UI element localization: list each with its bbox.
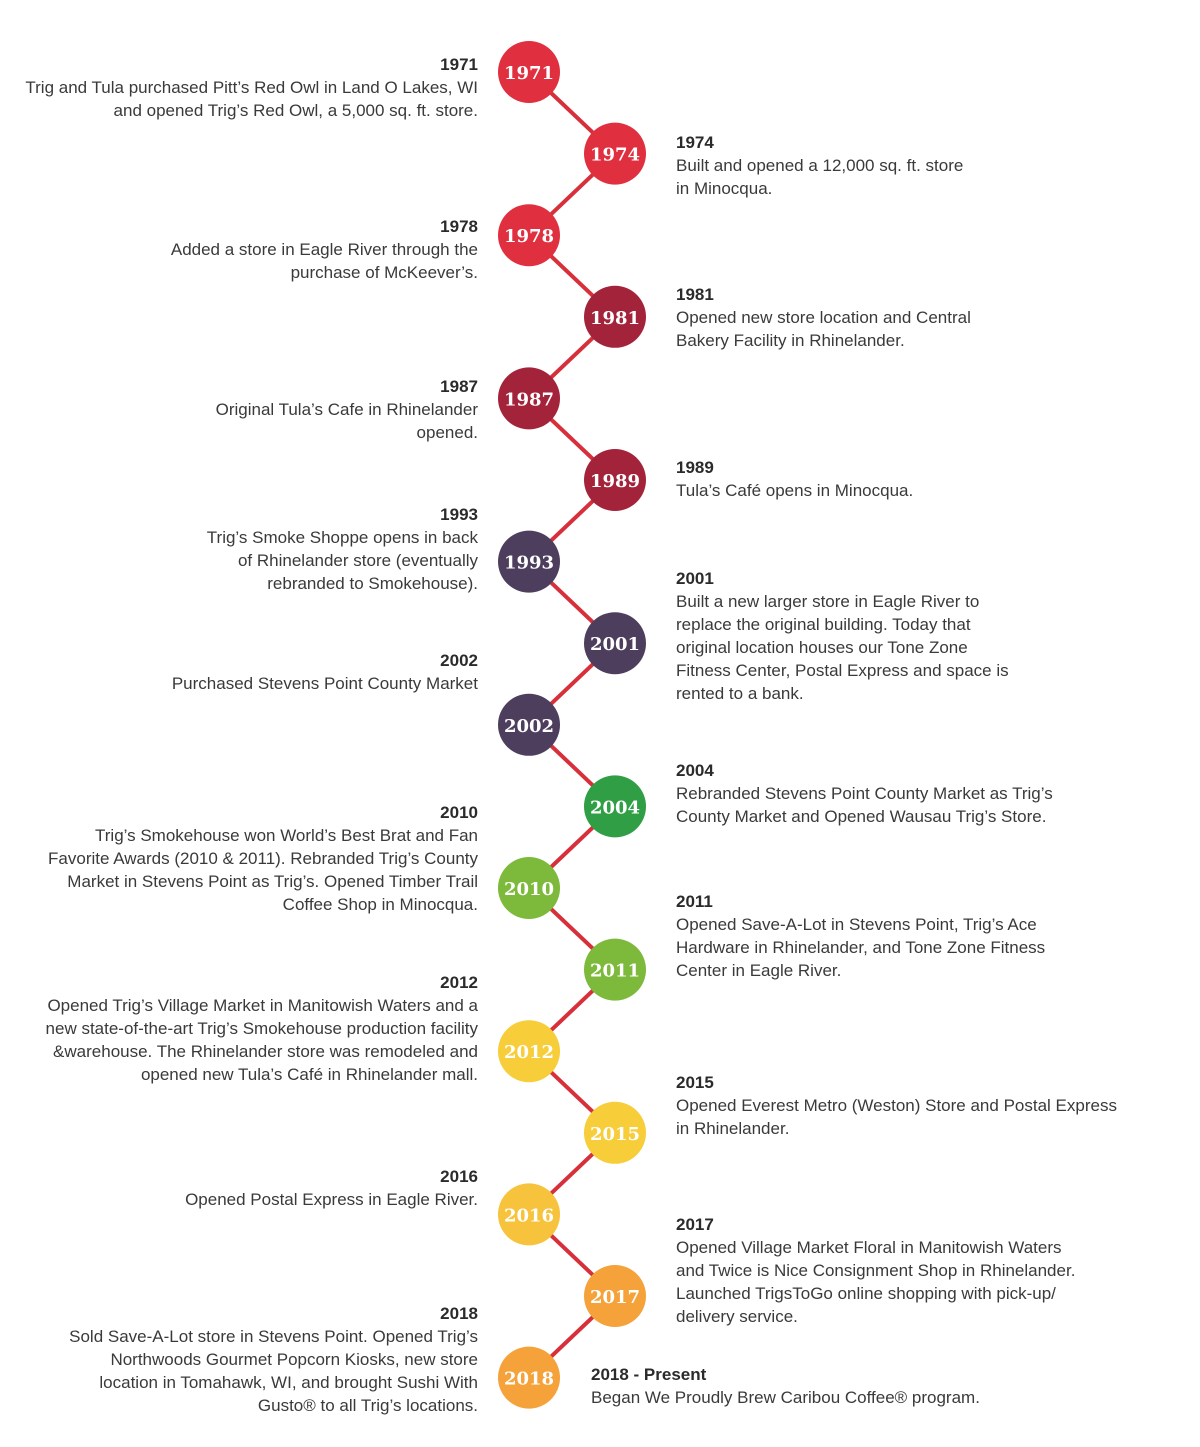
event-description: Began We Proudly Brew Caribou Coffee® pr… xyxy=(591,1388,980,1407)
year-node-1993 xyxy=(498,530,560,593)
year-node-1978 xyxy=(498,204,560,267)
event-year: 1971 xyxy=(440,55,478,74)
year-node-label: 1981 xyxy=(590,308,640,329)
year-node-label: 2016 xyxy=(504,1205,554,1226)
year-node-2001 xyxy=(584,612,646,675)
year-node-label: 1989 xyxy=(590,471,640,492)
event-1993: 1993 Trig’s Smoke Shoppe opens in back of… xyxy=(8,503,478,595)
year-node-2017 xyxy=(584,1265,646,1327)
event-2001: 2001 Built a new larger store in Eagle Ri… xyxy=(676,567,1190,705)
event-year: 1974 xyxy=(676,133,714,152)
event-2018-present: 2018 - Present Began We Proudly Brew Cari… xyxy=(591,1363,1190,1409)
event-year: 1993 xyxy=(440,505,478,524)
event-1978: 1978 Added a store in Eagle River through… xyxy=(8,215,478,284)
event-year: 2012 xyxy=(440,973,478,992)
year-node-label: 2004 xyxy=(590,797,640,818)
event-2011: 2011 Opened Save-A-Lot in Stevens Point, … xyxy=(676,890,1190,982)
event-1971: 1971 Trig and Tula purchased Pitt’s Red O… xyxy=(8,53,478,122)
event-description: Opened Trig’s Village Market in Manitowi… xyxy=(45,996,478,1084)
event-2002: 2002 Purchased Stevens Point County Marke… xyxy=(8,649,478,695)
event-description: Tula’s Café opens in Minocqua. xyxy=(676,481,914,500)
year-node-label: 2011 xyxy=(590,961,640,982)
event-year: 2004 xyxy=(676,761,714,780)
year-node-1989 xyxy=(584,449,646,511)
event-1987: 1987 Original Tula’s Cafe in Rhinelander … xyxy=(8,375,478,444)
event-2015: 2015 Opened Everest Metro (Weston) Store … xyxy=(676,1071,1190,1140)
event-description: Added a store in Eagle River through the… xyxy=(170,240,478,282)
event-year: 2016 xyxy=(440,1167,478,1186)
year-node-1981 xyxy=(584,285,646,348)
event-description: Trig’s Smoke Shoppe opens in back of Rhi… xyxy=(206,528,478,593)
year-node-2012 xyxy=(498,1020,560,1083)
year-node-label: 1993 xyxy=(504,553,554,574)
year-node-2004 xyxy=(584,775,646,838)
event-year: 2017 xyxy=(676,1215,714,1234)
event-2017: 2017 Opened Village Market Floral in Mani… xyxy=(676,1213,1190,1328)
year-node-label: 2010 xyxy=(504,879,554,900)
event-year: 1978 xyxy=(440,217,478,236)
event-description: Opened Everest Metro (Weston) Store and … xyxy=(676,1096,1117,1138)
year-node-label: 2015 xyxy=(590,1124,640,1145)
year-node-label: 1971 xyxy=(504,63,554,84)
event-description: Opened Postal Express in Eagle River. xyxy=(185,1190,478,1209)
event-description: Purchased Stevens Point County Market xyxy=(171,674,478,693)
event-description: Trig and Tula purchased Pitt’s Red Owl i… xyxy=(25,78,478,120)
year-node-2010 xyxy=(498,857,560,919)
year-node-2018 xyxy=(498,1346,560,1409)
event-year: 2015 xyxy=(676,1073,714,1092)
event-description: Built and opened a 12,000 sq. ft. store … xyxy=(676,156,964,198)
year-node-1971 xyxy=(498,41,560,103)
event-description: Opened new store location and Central Ba… xyxy=(676,308,971,350)
year-node-label: 1978 xyxy=(504,226,554,247)
event-2016: 2016 Opened Postal Express in Eagle River… xyxy=(8,1165,478,1211)
event-1989: 1989 Tula’s Café opens in Minocqua. xyxy=(676,456,1190,502)
year-node-label: 2001 xyxy=(590,634,640,655)
event-year: 2011 xyxy=(676,892,713,911)
event-year: 2018 xyxy=(440,1304,478,1323)
event-year: 2010 xyxy=(440,803,478,822)
event-year: 1987 xyxy=(440,377,478,396)
year-node-2002 xyxy=(498,693,560,756)
event-description: Rebranded Stevens Point County Market as… xyxy=(676,784,1053,826)
event-year: 1981 xyxy=(676,285,714,304)
year-node-2015 xyxy=(584,1101,646,1164)
year-node-2011 xyxy=(584,938,646,1001)
event-1981: 1981 Opened new store location and Centra… xyxy=(676,283,1190,352)
event-2010: 2010 Trig’s Smokehouse won World’s Best B… xyxy=(8,801,478,916)
event-description: Opened Save-A-Lot in Stevens Point, Trig… xyxy=(676,915,1046,980)
event-year: 2001 xyxy=(676,569,714,588)
year-node-label: 2012 xyxy=(504,1042,554,1063)
event-2018: 2018 Sold Save-A-Lot store in Stevens Poi… xyxy=(8,1302,478,1417)
event-year: 1989 xyxy=(676,458,714,477)
event-1974: 1974 Built and opened a 12,000 sq. ft. st… xyxy=(676,131,1190,200)
event-2004: 2004 Rebranded Stevens Point County Marke… xyxy=(676,759,1190,828)
year-node-label: 1974 xyxy=(590,145,640,166)
year-node-label: 2017 xyxy=(590,1287,640,1308)
event-description: Original Tula’s Cafe in Rhinelander open… xyxy=(215,400,478,442)
year-node-label: 2018 xyxy=(504,1369,554,1390)
event-description: Trig’s Smokehouse won World’s Best Brat … xyxy=(48,826,478,914)
event-description: Built a new larger store in Eagle River … xyxy=(676,592,1009,703)
event-2012: 2012 Opened Trig’s Village Market in Mani… xyxy=(8,971,478,1086)
event-year: 2002 xyxy=(440,651,478,670)
event-description: Opened Village Market Floral in Manitowi… xyxy=(676,1238,1076,1326)
event-year: 2018 - Present xyxy=(591,1365,707,1384)
year-node-2016 xyxy=(498,1183,560,1246)
event-description: Sold Save-A-Lot store in Stevens Point. … xyxy=(69,1327,478,1415)
year-node-label: 1987 xyxy=(504,389,554,410)
year-node-1987 xyxy=(498,367,560,430)
year-node-label: 2002 xyxy=(504,716,554,737)
year-node-1974 xyxy=(584,122,646,185)
